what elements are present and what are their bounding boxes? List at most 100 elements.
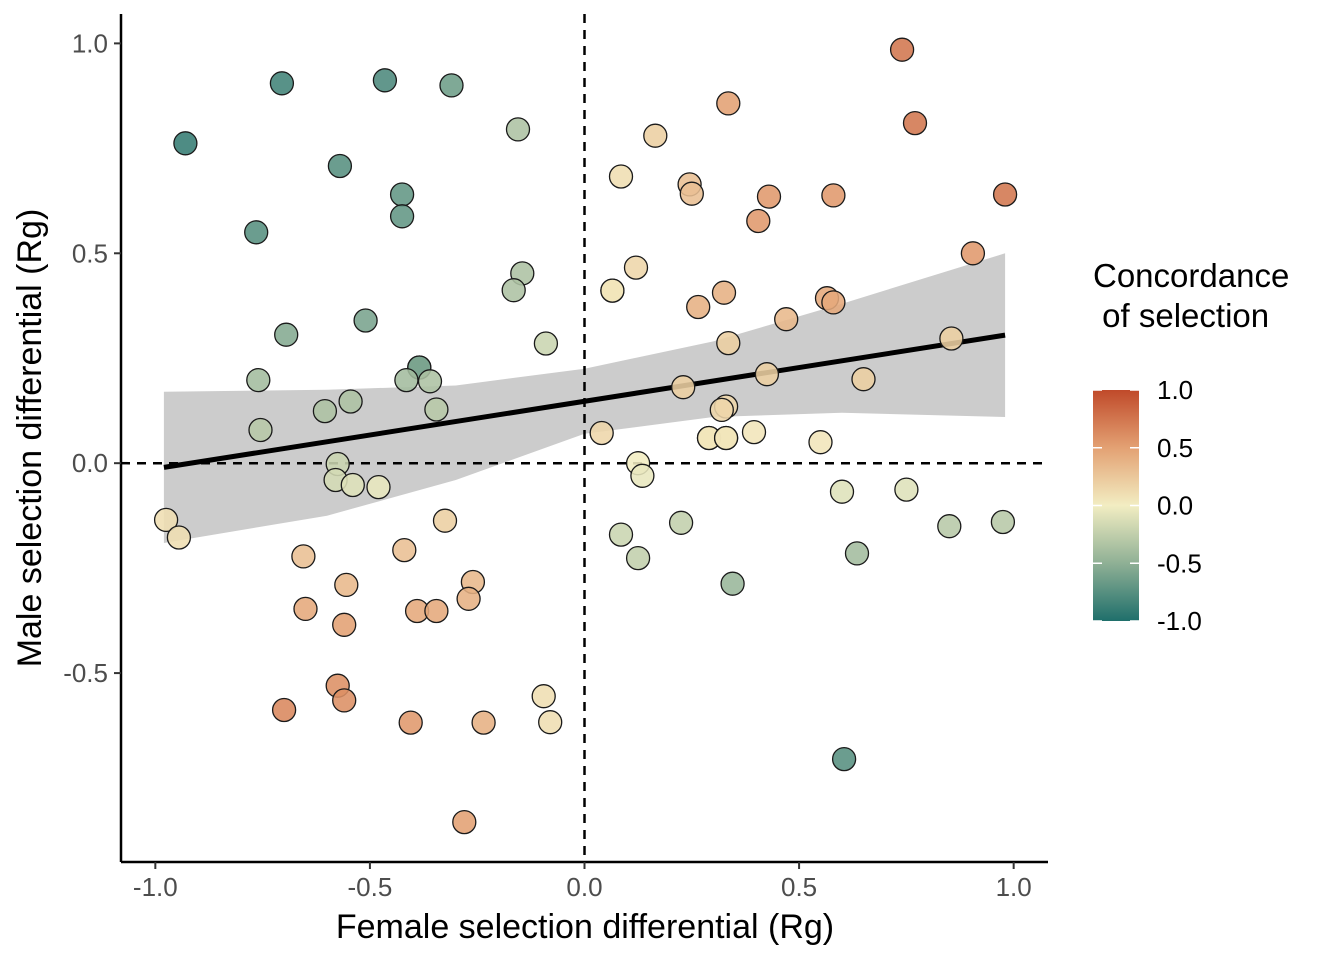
data-point	[471, 710, 496, 735]
data-point	[389, 204, 415, 229]
data-point	[246, 367, 271, 393]
data-point	[821, 183, 846, 208]
legend-title-line-2: of selection	[1093, 297, 1269, 334]
data-point	[716, 91, 741, 116]
data-point	[713, 425, 739, 451]
trend-line	[163, 332, 1006, 470]
data-point	[424, 397, 449, 422]
data-point	[709, 397, 734, 423]
data-point	[992, 182, 1018, 207]
x-tick-label: 0.5	[781, 872, 817, 902]
data-point	[623, 255, 649, 280]
y-tick-label: 0.5	[72, 238, 108, 268]
data-point	[452, 809, 477, 835]
y-tick-label: 0.0	[72, 448, 108, 478]
data-point	[332, 688, 357, 713]
data-point	[389, 182, 415, 207]
data-point	[937, 514, 962, 539]
legend-tick-label: 0.0	[1157, 491, 1193, 521]
data-point	[531, 684, 556, 709]
data-point	[716, 330, 741, 356]
data-point	[939, 326, 964, 351]
data-points	[153, 37, 1018, 835]
data-point	[248, 417, 273, 443]
data-point	[432, 508, 458, 533]
data-point	[844, 541, 870, 566]
data-point	[686, 294, 711, 320]
axes: -1.0 -0.5 0.0 0.5 1.0 -0.5 0.0 0.5 1.0	[63, 14, 1048, 902]
data-point	[808, 430, 833, 455]
legend-title-line-1: Concordance	[1093, 257, 1289, 294]
data-point	[353, 308, 378, 333]
data-point	[608, 164, 634, 189]
data-point	[424, 598, 449, 624]
data-point	[831, 746, 857, 772]
data-point	[334, 572, 359, 598]
data-point	[398, 710, 423, 735]
data-point	[851, 367, 876, 392]
data-point	[392, 537, 417, 563]
data-point	[746, 208, 771, 234]
data-point	[774, 307, 799, 332]
data-point	[821, 290, 846, 315]
data-point	[269, 71, 295, 96]
data-point	[990, 509, 1016, 535]
data-point	[754, 362, 780, 387]
data-point	[679, 181, 704, 206]
data-point	[625, 545, 651, 571]
trend-line-layer	[163, 332, 1006, 470]
data-point	[312, 398, 338, 424]
data-point	[366, 474, 391, 500]
data-point	[608, 522, 634, 547]
data-point	[720, 571, 745, 596]
data-point	[340, 472, 365, 498]
data-point	[889, 37, 915, 62]
data-point	[501, 278, 526, 303]
data-point	[327, 153, 353, 179]
x-tick-label: 0.0	[566, 872, 602, 902]
legend-tick-label: 1.0	[1157, 375, 1193, 405]
data-point	[668, 510, 694, 535]
legend-tick-label: -1.0	[1157, 606, 1202, 636]
data-point	[153, 507, 179, 533]
data-point	[538, 710, 563, 735]
data-point	[741, 419, 767, 445]
legend-tick-label: -0.5	[1157, 548, 1202, 578]
x-tick-label: -0.5	[348, 872, 393, 902]
data-point	[894, 477, 919, 502]
data-point	[756, 184, 782, 209]
legend: Concordance of selection 1.0 0.5 0.0 -0.5 -1…	[1093, 257, 1289, 636]
x-axis-title: Female selection differential (Rg)	[336, 908, 834, 946]
data-point	[417, 369, 443, 394]
reference-lines	[121, 14, 1048, 862]
legend-tick-label: 0.5	[1157, 433, 1193, 463]
data-point	[439, 73, 464, 98]
legend-ticks: 1.0 0.5 0.0 -0.5 -1.0	[1093, 375, 1202, 636]
y-tick-label: 1.0	[72, 28, 108, 58]
data-point	[505, 117, 531, 142]
data-point	[533, 331, 559, 356]
data-point	[960, 241, 986, 266]
y-tick-label: -0.5	[63, 658, 108, 688]
x-tick-label: -1.0	[133, 872, 178, 902]
data-point	[166, 525, 192, 550]
x-tick-label: 1.0	[996, 872, 1032, 902]
data-point	[600, 278, 625, 303]
data-point	[332, 612, 357, 637]
data-point	[456, 586, 481, 611]
data-point	[902, 110, 928, 136]
data-point	[293, 596, 318, 622]
data-point	[173, 131, 198, 156]
data-point	[829, 479, 855, 504]
data-point	[711, 280, 737, 305]
data-point	[630, 463, 655, 488]
data-point	[589, 420, 614, 446]
data-point	[271, 697, 297, 723]
data-point	[394, 367, 419, 393]
data-point	[274, 322, 299, 347]
data-point	[643, 123, 668, 148]
data-point	[671, 375, 696, 400]
data-point	[291, 544, 316, 569]
data-point	[244, 220, 269, 245]
